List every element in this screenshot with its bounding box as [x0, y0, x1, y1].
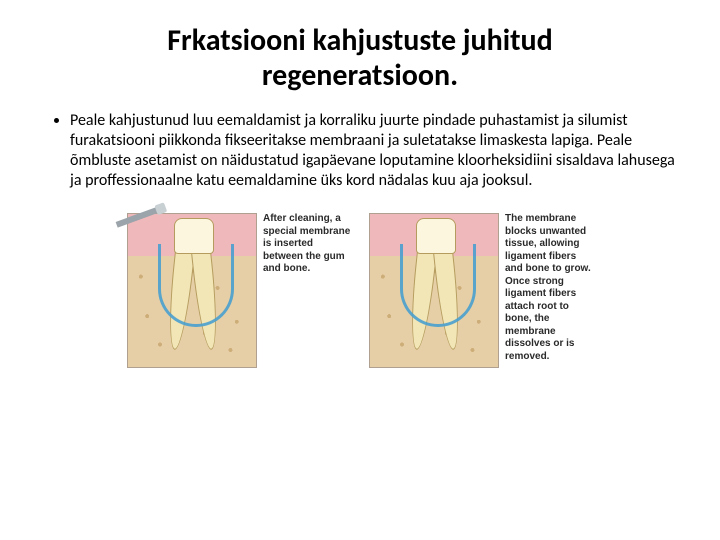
- membrane-icon: [400, 244, 476, 327]
- title-line-1: Frkatsiooni kahjustuste juhitud: [167, 22, 552, 59]
- figure-row: After cleaning, a special membrane is in…: [40, 213, 680, 368]
- figure-1: After cleaning, a special membrane is in…: [127, 213, 351, 368]
- slide: Frkatsiooni kahjustuste juhitud regenera…: [0, 0, 720, 540]
- figure-1-image: [127, 213, 257, 368]
- figure-2: The membrane blocks unwanted tissue, all…: [369, 213, 593, 368]
- figure-1-caption: After cleaning, a special membrane is in…: [263, 213, 351, 276]
- figure-2-caption: The membrane blocks unwanted tissue, all…: [505, 213, 593, 363]
- title-line-2: regeneratsioon.: [262, 57, 458, 94]
- membrane-icon: [158, 244, 234, 327]
- bullet-list: Peale kahjustunud luu eemaldamist ja kor…: [40, 111, 680, 191]
- figure-2-image: [369, 213, 499, 368]
- bullet-item: Peale kahjustunud luu eemaldamist ja kor…: [70, 111, 680, 191]
- slide-title: Frkatsiooni kahjustuste juhitud regenera…: [40, 24, 680, 93]
